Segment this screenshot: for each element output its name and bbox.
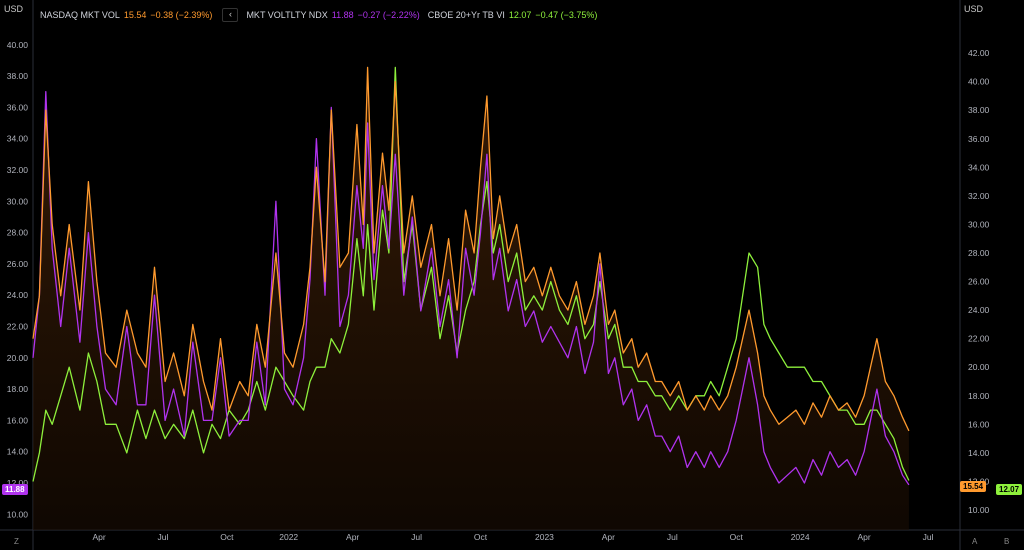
x-axis-tick-label: 2023 xyxy=(535,532,554,542)
x-axis-tick-label: Apr xyxy=(346,532,359,542)
left-axis-tick-label: 12.00 xyxy=(7,478,29,488)
right-axis-tick-label: 18.00 xyxy=(968,391,990,401)
right-axis-tick-label: 34.00 xyxy=(968,162,990,172)
x-axis-tick-label: 2024 xyxy=(791,532,810,542)
x-axis-tick-label: Apr xyxy=(92,532,105,542)
left-axis-tick-label: 32.00 xyxy=(7,165,29,175)
series-line-nasdaq-mkt-vol xyxy=(32,66,910,432)
right-axis-tick-label: 16.00 xyxy=(968,419,990,429)
x-axis-tick-label: Jul xyxy=(667,532,678,542)
x-axis-tick-label: Jul xyxy=(158,532,169,542)
right-axis-tick-label: 40.00 xyxy=(968,77,990,87)
zoom-button[interactable]: Z xyxy=(14,537,19,546)
right-axis-tick-label: 28.00 xyxy=(968,248,990,258)
left-axis-tick-label: 38.00 xyxy=(7,71,29,81)
left-axis-tick-label: 24.00 xyxy=(7,290,29,300)
last-value-label-cboe: 12.07 xyxy=(996,484,1023,495)
legend-last-nasdaq: 15.54 xyxy=(123,10,147,20)
left-axis-tick-label: 18.00 xyxy=(7,384,29,394)
left-axis-tick-label: 16.00 xyxy=(7,415,29,425)
legend-change-nasdaq: −0.38 (−2.39%) xyxy=(150,10,213,20)
left-axis-tick-label: 34.00 xyxy=(7,134,29,144)
right-axis-tick-label: 42.00 xyxy=(968,48,990,58)
left-axis-tick-label: 10.00 xyxy=(7,509,29,519)
legend-last-ndx: 11.88 xyxy=(331,10,354,20)
x-axis-tick-label: 2022 xyxy=(279,532,298,542)
right-axis-tick-label: 26.00 xyxy=(968,277,990,287)
legend-name-nasdaq: NASDAQ MKT VOL xyxy=(40,10,120,20)
legend-item-nasdaq[interactable]: NASDAQ MKT VOL 15.54 −0.38 (−2.39%) xyxy=(40,10,212,20)
left-axis-tick-label: 30.00 xyxy=(7,196,29,206)
legend-change-cboe: −0.47 (−3.75%) xyxy=(535,10,598,20)
right-axis-tick-label: 20.00 xyxy=(968,362,990,372)
left-axis-tick-label: 36.00 xyxy=(7,102,29,112)
last-value-label-ndx: 11.88 xyxy=(2,484,28,495)
left-axis-tick-label: 22.00 xyxy=(7,322,29,332)
area-fill-nasdaq xyxy=(33,67,909,531)
legend-name-cboe: CBOE 20+Yr TB VI xyxy=(427,10,505,20)
right-axis-tick-label: 22.00 xyxy=(968,334,990,344)
last-value-label-nasdaq: 15.54 xyxy=(960,481,987,492)
x-axis-tick-label: Oct xyxy=(220,532,234,542)
collapse-chevron-icon[interactable]: ‹ xyxy=(222,8,239,22)
series-line-cboe-20-yr-tb-vi xyxy=(32,66,910,482)
right-axis-tick-label: 30.00 xyxy=(968,219,990,229)
right-axis-tick-label: 24.00 xyxy=(968,305,990,315)
axis-scale-button[interactable]: B xyxy=(1004,537,1010,546)
x-axis-tick-label: Jul xyxy=(411,532,422,542)
right-axis-unit[interactable]: USD xyxy=(964,4,984,14)
axis-auto-button[interactable]: A xyxy=(972,537,978,546)
left-axis-tick-label: 28.00 xyxy=(7,228,29,238)
left-axis-tick-label: 40.00 xyxy=(7,40,29,50)
x-axis-tick-label: Apr xyxy=(602,532,615,542)
x-axis-tick-label: Jul xyxy=(923,532,934,542)
right-axis-tick-label: 32.00 xyxy=(968,191,990,201)
legend-last-cboe: 12.07 xyxy=(508,10,532,20)
legend-change-ndx: −0.27 (−2.22%) xyxy=(357,10,420,20)
left-axis-tick-label: 26.00 xyxy=(7,259,29,269)
legend: NASDAQ MKT VOL 15.54 −0.38 (−2.39%) ‹ MK… xyxy=(40,8,605,22)
x-axis-tick-label: Oct xyxy=(474,532,488,542)
right-axis-tick-label: 10.00 xyxy=(968,505,990,515)
x-axis-tick-label: Apr xyxy=(857,532,870,542)
legend-name-ndx: MKT VOLTLTY NDX xyxy=(246,10,328,20)
legend-item-ndx[interactable]: MKT VOLTLTY NDX 11.88 −0.27 (−2.22%) xyxy=(246,10,419,20)
left-axis-tick-label: 20.00 xyxy=(7,353,29,363)
left-axis-tick-label: 14.00 xyxy=(7,447,29,457)
x-axis-tick-label: Oct xyxy=(730,532,744,542)
right-axis-tick-label: 38.00 xyxy=(968,105,990,115)
series-line-mkt-voltlty-ndx xyxy=(32,91,910,486)
right-axis-tick-label: 36.00 xyxy=(968,134,990,144)
right-axis-tick-label: 14.00 xyxy=(968,448,990,458)
left-axis-unit[interactable]: USD xyxy=(4,4,24,14)
legend-item-cboe[interactable]: CBOE 20+Yr TB VI 12.07 −0.47 (−3.75%) xyxy=(428,10,598,20)
